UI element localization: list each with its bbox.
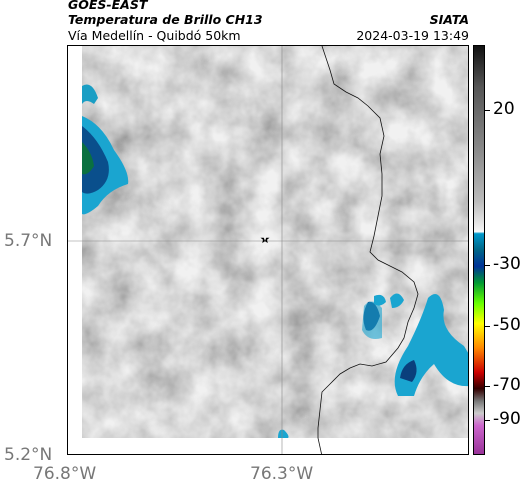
cold-cloud-patches <box>82 84 468 438</box>
satellite-map[interactable] <box>67 45 469 455</box>
colorbar-tick <box>485 265 490 266</box>
temperature-colorbar <box>473 45 485 455</box>
department-border <box>317 46 419 454</box>
product-title: Temperatura de Brillo CH13 <box>68 12 263 27</box>
lat-label-5-7: 5.7°N <box>4 231 53 251</box>
agency-label: SIATA <box>429 12 469 27</box>
route-subtitle: Vía Medellín - Quibdó 50km <box>68 28 241 43</box>
graticule <box>68 46 468 454</box>
star-icon <box>260 237 270 243</box>
colorbar-label-20: 20 <box>493 99 515 119</box>
colorbar-tick <box>485 386 490 387</box>
colorbar-label-minus-30: -30 <box>493 254 521 274</box>
satellite-map-canvas <box>68 46 468 454</box>
colorbar-tick <box>485 110 490 111</box>
colorbar-tick <box>485 326 490 327</box>
colorbar-tick <box>485 420 490 421</box>
colorbar-label-minus-50: -50 <box>493 315 521 335</box>
lon-label-76-3: 76.3°W <box>250 464 314 484</box>
lon-label-76-8: 76.8°W <box>33 464 97 484</box>
timestamp-label: 2024-03-19 13:49 <box>356 28 469 43</box>
satellite-title: GOES-EAST <box>68 0 148 12</box>
no-data-strip <box>68 438 468 454</box>
cloud-imagery <box>82 46 468 438</box>
lat-label-5-2: 5.2°N <box>4 445 53 465</box>
colorbar-label-minus-90: -90 <box>493 409 521 429</box>
colorbar-label-minus-70: -70 <box>493 375 521 395</box>
no-data-margin <box>68 46 82 454</box>
